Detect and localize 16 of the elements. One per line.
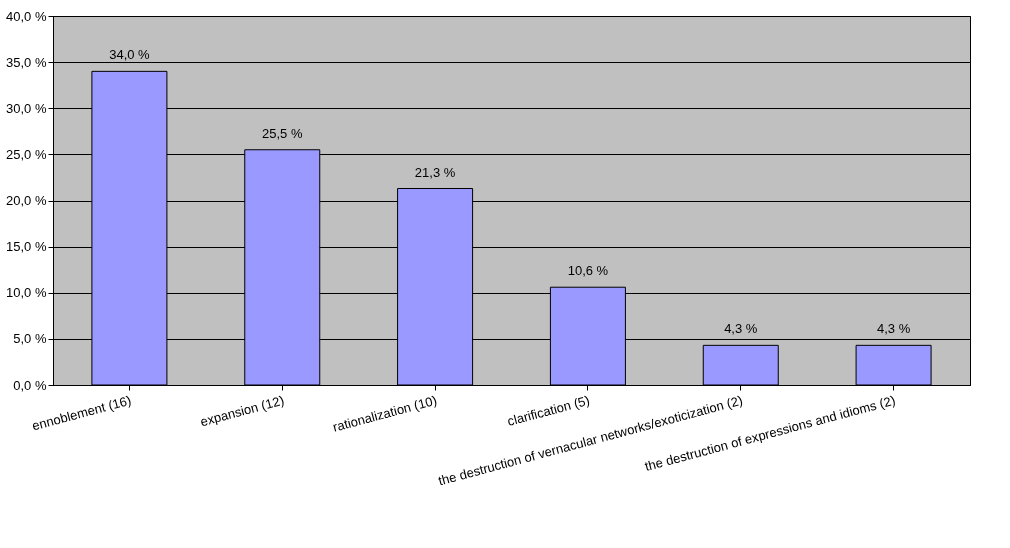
x-tick-label: expansion (12): [198, 392, 286, 430]
y-tick-label: 40,0 %: [6, 8, 47, 24]
data-label: 10,6 %: [567, 263, 609, 279]
y-tick-label: 0,0 %: [13, 377, 47, 393]
y-tick-label: 20,0 %: [6, 193, 47, 208]
data-label: 4,3 %: [876, 321, 911, 337]
data-label: 34,0 %: [109, 47, 151, 63]
data-label: 21,3 %: [414, 164, 456, 180]
y-tick-label: 35,0 %: [6, 54, 47, 70]
y-tick-label: 10,0 %: [6, 285, 47, 301]
y-tick-label: 15,0 %: [6, 239, 47, 255]
y-tick-label: 25,0 %: [6, 146, 47, 162]
y-tick-label: 5,0 %: [13, 331, 47, 347]
data-label: 4,3 %: [724, 321, 758, 337]
y-tick-label: 30,0 %: [6, 100, 47, 116]
data-label: 25,5 %: [262, 125, 303, 141]
